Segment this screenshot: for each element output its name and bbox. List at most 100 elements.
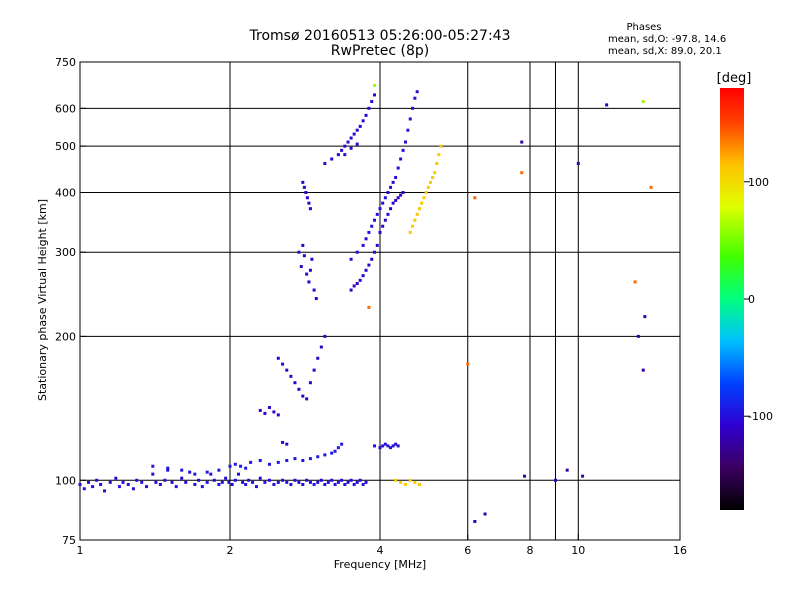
- data-point: [399, 480, 403, 484]
- data-point: [553, 478, 557, 482]
- data-point: [336, 480, 340, 484]
- data-point: [154, 480, 158, 484]
- data-point: [205, 470, 209, 474]
- data-point: [151, 472, 155, 476]
- data-point: [117, 485, 121, 489]
- data-point: [391, 444, 395, 448]
- x-tick-label: 8: [527, 544, 534, 557]
- data-point: [323, 161, 327, 165]
- data-point: [297, 387, 301, 391]
- data-point: [358, 124, 362, 128]
- data-point: [230, 482, 234, 486]
- data-point: [297, 250, 301, 254]
- data-point: [236, 472, 240, 476]
- data-point: [373, 250, 377, 254]
- data-point: [378, 207, 382, 211]
- data-point: [367, 230, 371, 234]
- data-point: [281, 362, 285, 366]
- chart-title-line1: Tromsø 20160513 05:26:00-05:27:43: [249, 28, 511, 44]
- data-point: [244, 482, 248, 486]
- data-point: [355, 480, 359, 484]
- data-point: [99, 482, 103, 486]
- data-point: [197, 478, 201, 482]
- data-point: [466, 362, 470, 366]
- data-point: [381, 444, 385, 448]
- data-point: [285, 458, 289, 462]
- plot-area: 1 2 4 6 8 10 16 75 100 200 300 400 500 600 750: [55, 56, 687, 557]
- data-point: [483, 512, 487, 516]
- y-tick-label: 600: [55, 102, 76, 115]
- data-point: [439, 144, 443, 148]
- data-point: [378, 446, 382, 450]
- data-point: [330, 157, 334, 161]
- data-point: [263, 411, 267, 415]
- data-point: [316, 480, 320, 484]
- data-point: [220, 480, 224, 484]
- data-point: [349, 288, 353, 292]
- y-tick-label: 200: [55, 330, 76, 343]
- data-point: [249, 460, 253, 464]
- data-point: [399, 157, 403, 161]
- phases-line2: mean, sd,X: 89.0, 20.1: [608, 46, 722, 57]
- data-point: [370, 224, 374, 228]
- data-point: [375, 243, 379, 247]
- data-point: [389, 207, 393, 211]
- data-point: [272, 410, 276, 414]
- data-point: [373, 83, 377, 87]
- data-point: [86, 480, 90, 484]
- data-point: [241, 480, 245, 484]
- data-point: [411, 224, 415, 228]
- data-point: [200, 485, 204, 489]
- data-point: [581, 474, 585, 478]
- data-point: [364, 268, 368, 272]
- data-point: [312, 368, 316, 372]
- data-point: [323, 453, 327, 457]
- data-point: [301, 394, 305, 398]
- data-point: [406, 128, 410, 132]
- data-point: [349, 257, 353, 261]
- data-point: [417, 207, 421, 211]
- y-tick-label: 400: [55, 186, 76, 199]
- data-point: [355, 128, 359, 132]
- data-point: [361, 274, 365, 278]
- data-point: [383, 442, 387, 446]
- data-point: [193, 482, 197, 486]
- x-tick-label: 1: [77, 544, 84, 557]
- data-point: [391, 201, 395, 205]
- data-point: [633, 280, 637, 284]
- data-point: [375, 212, 379, 216]
- data-point: [361, 482, 365, 486]
- data-point: [358, 478, 362, 482]
- data-point: [431, 175, 435, 179]
- data-point: [424, 190, 428, 194]
- data-point: [370, 257, 374, 261]
- data-point: [308, 207, 312, 211]
- data-point: [293, 457, 297, 461]
- data-point: [308, 381, 312, 385]
- data-point: [307, 201, 311, 205]
- data-point: [285, 480, 289, 484]
- data-point: [381, 201, 385, 205]
- data-point: [403, 140, 407, 144]
- data-point: [422, 196, 426, 200]
- data-point: [166, 466, 170, 470]
- data-point: [233, 462, 237, 466]
- colorbar-tick-label: 0: [748, 293, 755, 306]
- data-point: [323, 334, 327, 338]
- data-point: [367, 263, 371, 267]
- y-axis-label: Stationary phase Virtual Height [km]: [36, 199, 49, 401]
- data-point: [188, 470, 192, 474]
- data-point: [349, 136, 353, 140]
- data-point: [649, 185, 653, 189]
- phases-title: Phases: [626, 22, 661, 33]
- data-point: [396, 196, 400, 200]
- data-point: [258, 476, 262, 480]
- data-point: [413, 480, 417, 484]
- data-point: [355, 250, 359, 254]
- data-point: [413, 218, 417, 222]
- data-point: [473, 519, 477, 523]
- data-point: [330, 451, 334, 455]
- data-point: [364, 480, 368, 484]
- data-point: [473, 196, 477, 200]
- data-point: [254, 485, 258, 489]
